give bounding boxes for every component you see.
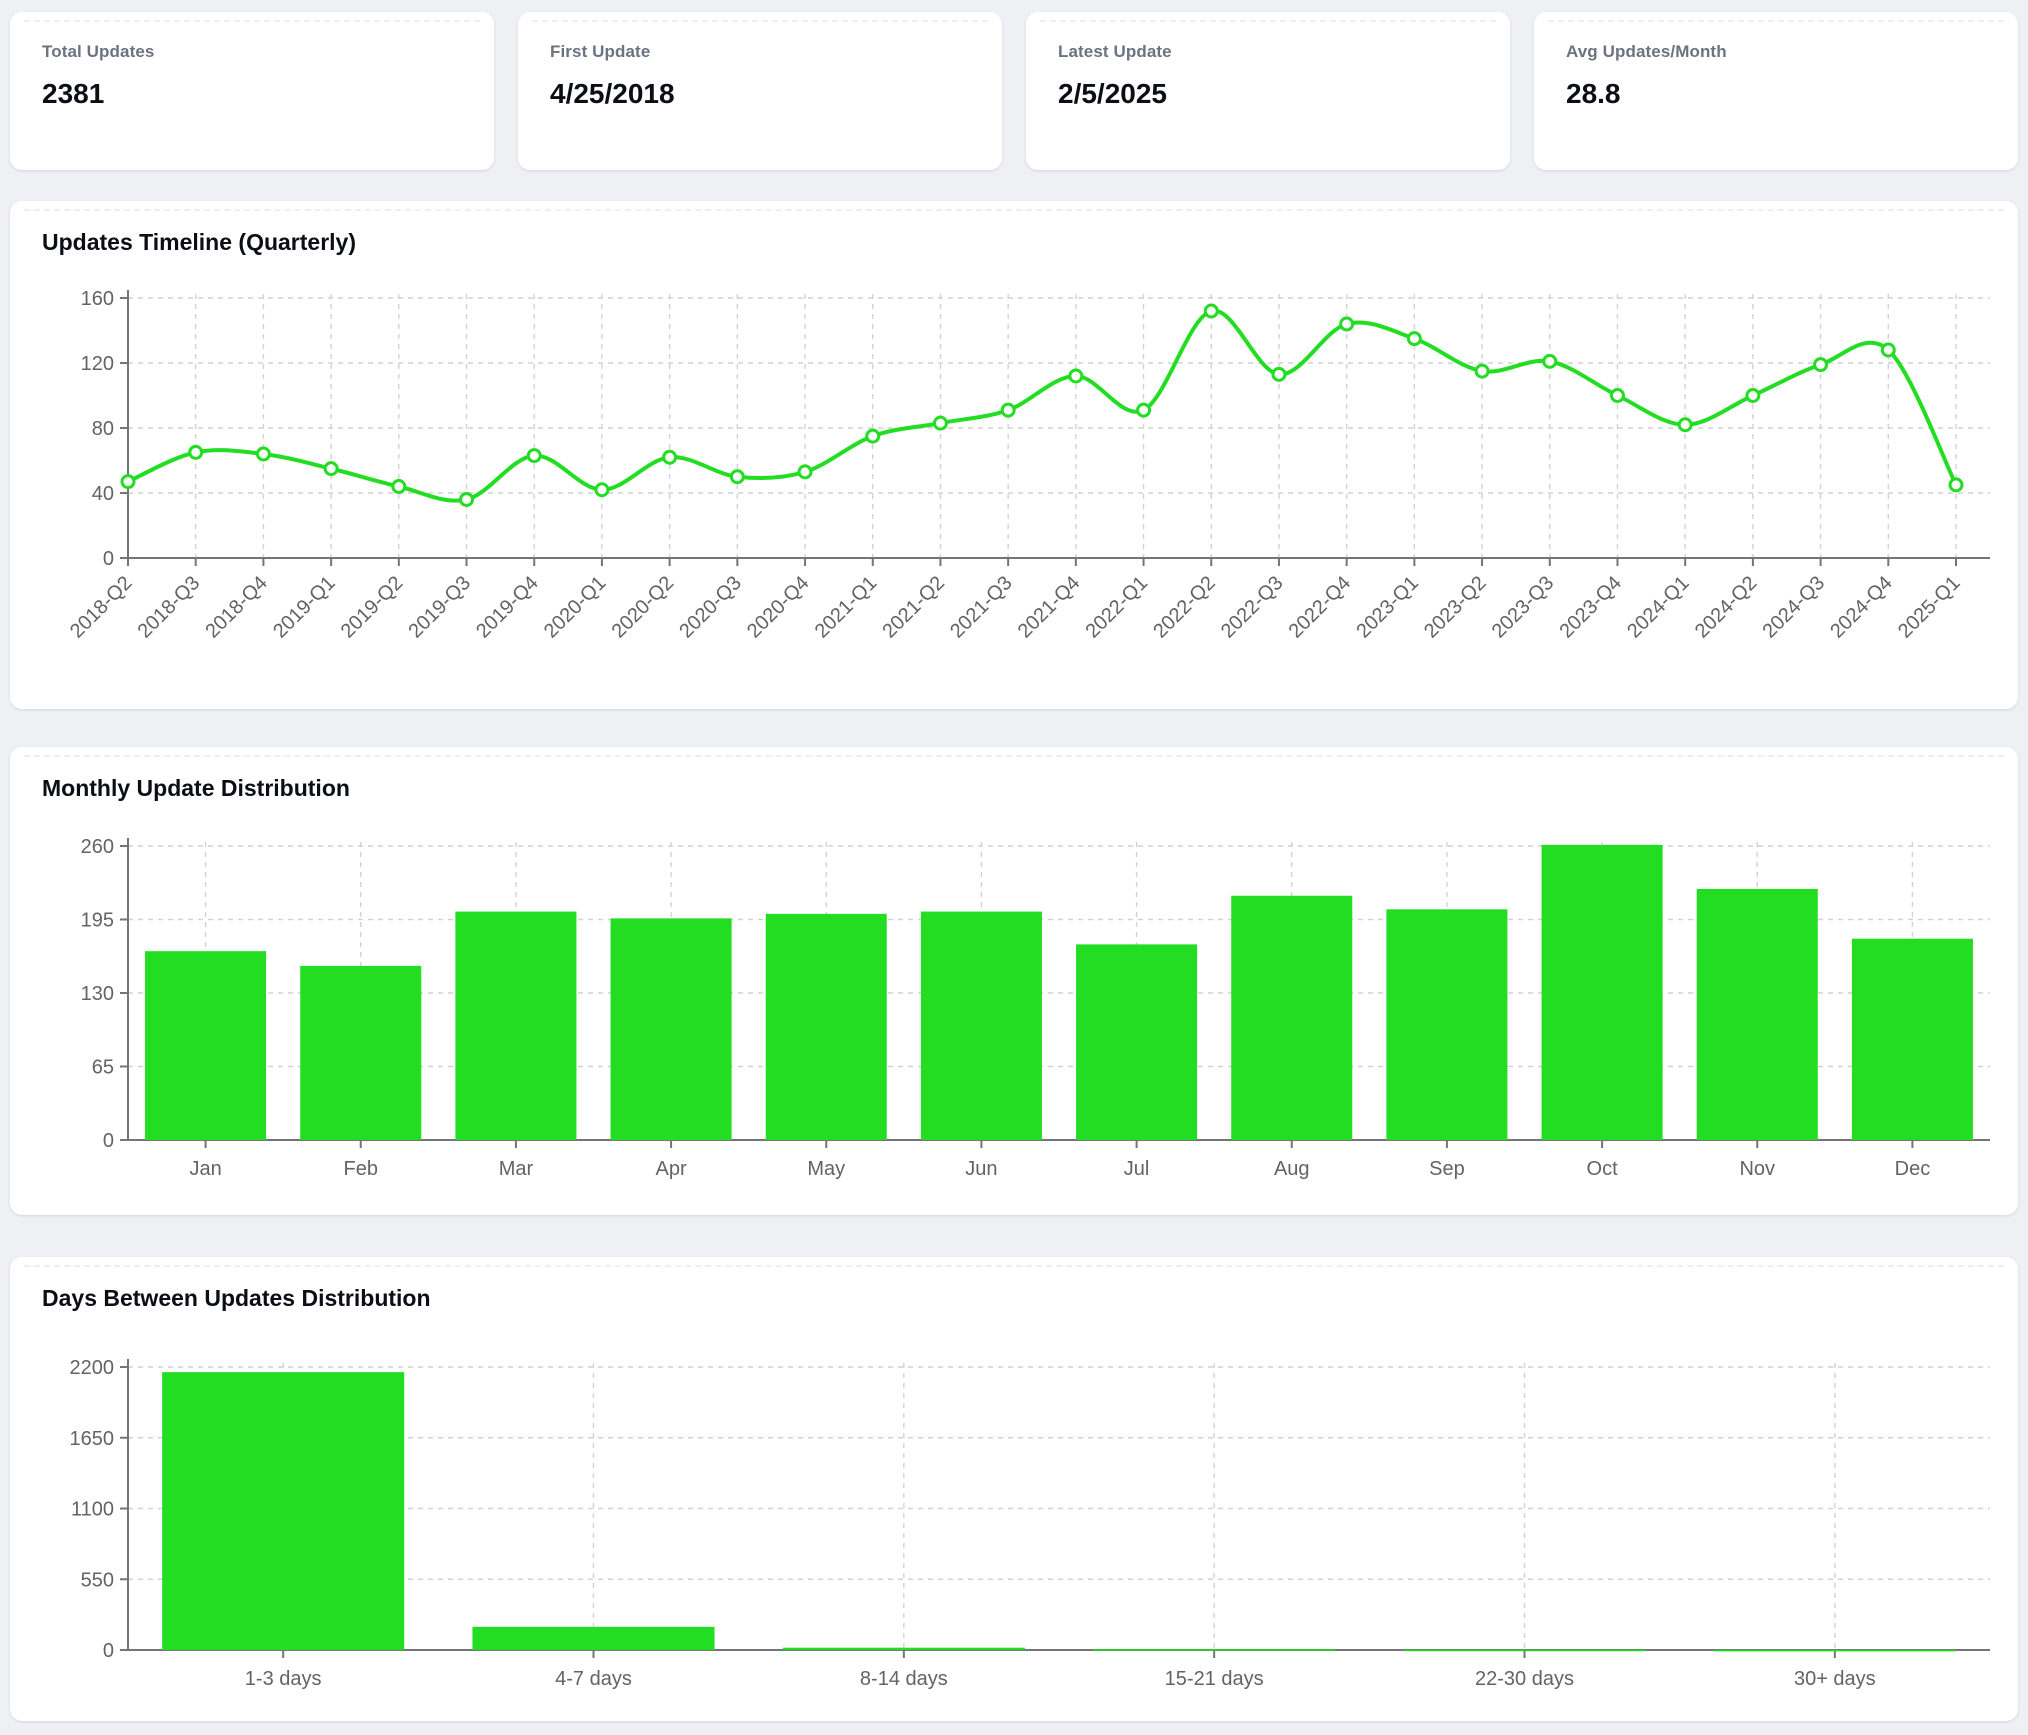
svg-text:Mar: Mar bbox=[499, 1158, 534, 1180]
svg-text:2021-Q4: 2021-Q4 bbox=[1014, 572, 1085, 643]
svg-text:40: 40 bbox=[92, 483, 114, 505]
svg-text:2024-Q3: 2024-Q3 bbox=[1759, 572, 1830, 643]
svg-text:2019-Q3: 2019-Q3 bbox=[404, 572, 475, 643]
stat-value: 4/25/2018 bbox=[550, 78, 970, 110]
stat-label: First Update bbox=[550, 42, 970, 62]
svg-text:Jul: Jul bbox=[1124, 1158, 1150, 1180]
svg-text:2022-Q4: 2022-Q4 bbox=[1285, 572, 1356, 643]
svg-text:1100: 1100 bbox=[71, 1499, 114, 1521]
stat-card-first-update: First Update 4/25/2018 bbox=[518, 12, 1002, 170]
stat-value: 28.8 bbox=[1566, 78, 1986, 110]
svg-text:2023-Q3: 2023-Q3 bbox=[1488, 572, 1559, 643]
svg-text:30+ days: 30+ days bbox=[1794, 1668, 1876, 1690]
svg-text:1650: 1650 bbox=[70, 1428, 115, 1450]
svg-text:Nov: Nov bbox=[1739, 1158, 1775, 1180]
svg-text:May: May bbox=[807, 1158, 845, 1180]
stat-value: 2/5/2025 bbox=[1058, 78, 1478, 110]
svg-text:2020-Q3: 2020-Q3 bbox=[675, 572, 746, 643]
svg-text:550: 550 bbox=[81, 1569, 114, 1591]
svg-text:0: 0 bbox=[103, 1130, 114, 1152]
chart-title-updates-timeline: Updates Timeline (Quarterly) bbox=[42, 227, 2002, 257]
svg-text:15-21 days: 15-21 days bbox=[1165, 1668, 1264, 1690]
svg-text:1-3 days: 1-3 days bbox=[245, 1668, 322, 1690]
stat-card-total-updates: Total Updates 2381 bbox=[10, 12, 494, 170]
svg-text:22-30 days: 22-30 days bbox=[1475, 1668, 1574, 1690]
svg-text:2021-Q3: 2021-Q3 bbox=[946, 572, 1017, 643]
svg-text:Dec: Dec bbox=[1895, 1158, 1931, 1180]
svg-text:Feb: Feb bbox=[344, 1158, 378, 1180]
stat-card-avg-updates-month: Avg Updates/Month 28.8 bbox=[1534, 12, 2018, 170]
svg-text:2018-Q3: 2018-Q3 bbox=[134, 572, 205, 643]
svg-text:Jun: Jun bbox=[965, 1158, 997, 1180]
stat-label: Latest Update bbox=[1058, 42, 1478, 62]
svg-text:4-7 days: 4-7 days bbox=[555, 1668, 632, 1690]
svg-text:2020-Q4: 2020-Q4 bbox=[743, 572, 814, 643]
svg-text:2022-Q3: 2022-Q3 bbox=[1217, 572, 1288, 643]
svg-text:2024-Q2: 2024-Q2 bbox=[1691, 572, 1762, 643]
stats-row: Total Updates 2381 First Update 4/25/201… bbox=[10, 12, 2018, 170]
svg-text:2023-Q1: 2023-Q1 bbox=[1352, 572, 1423, 643]
svg-text:160: 160 bbox=[81, 288, 114, 310]
svg-text:2024-Q1: 2024-Q1 bbox=[1623, 572, 1694, 643]
svg-text:2020-Q1: 2020-Q1 bbox=[540, 572, 611, 643]
updates-timeline-card: Updates Timeline (Quarterly) 0 40 80 120 160… bbox=[10, 201, 2018, 709]
chart-title-monthly-distribution: Monthly Update Distribution bbox=[42, 773, 2002, 803]
svg-text:2021-Q1: 2021-Q1 bbox=[811, 572, 882, 643]
svg-text:2023-Q2: 2023-Q2 bbox=[1420, 572, 1491, 643]
svg-text:2020-Q2: 2020-Q2 bbox=[608, 572, 679, 643]
svg-text:2024-Q4: 2024-Q4 bbox=[1826, 572, 1897, 643]
svg-text:2200: 2200 bbox=[70, 1357, 115, 1379]
svg-text:2023-Q4: 2023-Q4 bbox=[1555, 572, 1626, 643]
days-between-updates-card: Days Between Updates Distribution 0 550 11… bbox=[10, 1257, 2018, 1721]
chart-title-days-between-updates: Days Between Updates Distribution bbox=[42, 1283, 2002, 1313]
svg-text:2025-Q1: 2025-Q1 bbox=[1894, 572, 1965, 643]
svg-text:Aug: Aug bbox=[1274, 1158, 1310, 1180]
svg-text:2019-Q2: 2019-Q2 bbox=[337, 572, 408, 643]
stat-label: Avg Updates/Month bbox=[1566, 42, 1986, 62]
svg-text:2019-Q4: 2019-Q4 bbox=[472, 572, 543, 643]
stat-value: 2381 bbox=[42, 78, 462, 110]
svg-text:2018-Q4: 2018-Q4 bbox=[201, 572, 272, 643]
updates-timeline-line-chart: 040801201602018-Q22018-Q32018-Q42019-Q12… bbox=[26, 285, 2002, 697]
svg-text:0: 0 bbox=[103, 1640, 114, 1662]
svg-text:130: 130 bbox=[81, 983, 114, 1005]
svg-text:80: 80 bbox=[92, 418, 114, 440]
svg-text:2022-Q1: 2022-Q1 bbox=[1081, 572, 1152, 643]
svg-text:8-14 days: 8-14 days bbox=[860, 1668, 948, 1690]
svg-text:Oct: Oct bbox=[1587, 1158, 1619, 1180]
svg-text:2018-Q2: 2018-Q2 bbox=[66, 572, 137, 643]
svg-text:Jan: Jan bbox=[189, 1158, 221, 1180]
stat-card-latest-update: Latest Update 2/5/2025 bbox=[1026, 12, 1510, 170]
monthly-distribution-bar-chart: 0 65 130 195 260 Jan Feb Mar Apr May Jun Jul Aug Sep O… bbox=[26, 831, 2002, 1203]
svg-text:Sep: Sep bbox=[1429, 1158, 1465, 1180]
days-between-updates-bar-chart: 0 550 1100 1650 2200 1-3 days 4-7 days 8-14 day… bbox=[26, 1341, 2002, 1709]
svg-text:Apr: Apr bbox=[656, 1158, 687, 1180]
svg-text:65: 65 bbox=[92, 1057, 114, 1079]
stat-label: Total Updates bbox=[42, 42, 462, 62]
monthly-distribution-card: Monthly Update Distribution 0 65 130 195 260… bbox=[10, 747, 2018, 1215]
svg-text:260: 260 bbox=[81, 836, 114, 858]
svg-text:0: 0 bbox=[103, 548, 114, 570]
svg-text:2022-Q2: 2022-Q2 bbox=[1149, 572, 1220, 643]
svg-text:120: 120 bbox=[81, 353, 114, 375]
svg-text:2019-Q1: 2019-Q1 bbox=[269, 572, 340, 643]
svg-text:195: 195 bbox=[81, 910, 114, 932]
svg-text:2021-Q2: 2021-Q2 bbox=[878, 572, 949, 643]
